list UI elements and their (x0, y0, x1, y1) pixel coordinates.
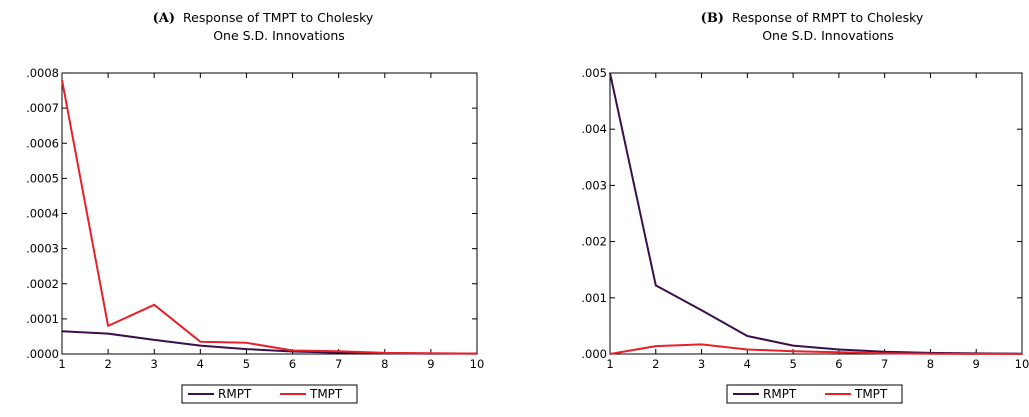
plot-frame (61, 72, 478, 355)
x-tick-label: 4 (197, 357, 204, 371)
x-tick-label: 1 (58, 357, 65, 371)
panel-label: (B) (701, 11, 724, 26)
y-tick-label: .003 (581, 178, 607, 192)
data-point-tmpt (291, 349, 294, 352)
x-tick-label: 6 (835, 357, 842, 371)
legend: RMPT TMPT (726, 384, 903, 404)
data-point-tmpt (476, 352, 478, 355)
data-point-tmpt (929, 352, 932, 355)
chart-title: (B) Response of RMPT to Cholesky (701, 10, 924, 26)
plot-frame (609, 72, 1023, 355)
data-point-tmpt (746, 348, 749, 351)
data-point-tmpt (975, 353, 978, 355)
y-tick-label: .001 (581, 291, 607, 305)
data-point-rmpt (792, 344, 794, 347)
y-tick-label: .0006 (26, 136, 59, 150)
chart-panel-1: (A) Response of TMPT to Cholesky One S.D. … (26, 10, 485, 404)
data-point-tmpt (654, 345, 657, 347)
data-point-rmpt (107, 332, 109, 335)
x-tick-label: 5 (243, 357, 250, 371)
data-point-tmpt (337, 350, 340, 352)
legend-box (181, 384, 358, 404)
title-line-2: One S.D. Innovations (762, 28, 894, 43)
legend-label-rmpt: RMPT (763, 387, 797, 401)
data-point-rmpt (199, 344, 202, 347)
x-tick-label: 1 (606, 357, 613, 371)
data-point-tmpt (245, 341, 248, 344)
y-tick-label: .0008 (26, 66, 59, 80)
x-tick-label: 10 (1015, 357, 1029, 371)
x-tick-label: 4 (744, 357, 751, 371)
data-point-tmpt (153, 304, 156, 306)
x-tick-label: 10 (470, 357, 485, 371)
x-tick-label: 7 (335, 357, 342, 371)
data-point-tmpt (792, 350, 794, 352)
x-tick-label: 2 (104, 357, 111, 371)
x-tick-label: 7 (881, 357, 888, 371)
data-point-tmpt (383, 352, 386, 354)
data-point-tmpt (883, 352, 886, 355)
data-point-tmpt (61, 79, 63, 81)
x-tick-label: 9 (973, 357, 980, 371)
legend-label-rmpt: RMPT (218, 387, 252, 401)
y-tick-label: .000 (581, 347, 607, 361)
x-tick-label: 5 (789, 357, 796, 371)
x-tick-label: 3 (698, 357, 705, 371)
data-point-rmpt (700, 309, 703, 311)
title-line-1: Response of RMPT to Cholesky (732, 10, 924, 25)
title-line-2: One S.D. Innovations (213, 28, 345, 43)
y-tick-label: .0003 (26, 242, 59, 256)
x-tick-label: 8 (381, 357, 388, 371)
x-tick-label: 2 (652, 357, 659, 371)
panel-label: (A) (153, 11, 175, 26)
data-point-tmpt (838, 351, 840, 354)
y-tick-label: .002 (581, 235, 607, 249)
chart-panel-2: (B) Response of RMPT to Cholesky One S.D. … (581, 10, 1029, 404)
data-point-rmpt (883, 350, 886, 353)
x-tick-label: 9 (427, 357, 434, 371)
legend: RMPT TMPT (181, 384, 358, 404)
y-tick-label: .0000 (26, 347, 59, 361)
data-point-rmpt (61, 330, 63, 332)
data-point-rmpt (609, 72, 611, 74)
y-tick-label: .0001 (26, 312, 59, 326)
data-point-rmpt (838, 348, 840, 351)
x-tick-label: 3 (151, 357, 158, 371)
data-point-rmpt (245, 348, 248, 350)
data-point-rmpt (654, 284, 657, 287)
data-point-tmpt (107, 325, 109, 327)
data-point-rmpt (153, 339, 156, 341)
data-point-tmpt (1021, 353, 1023, 355)
y-tick-label: .0007 (26, 101, 59, 115)
x-tick-label: 8 (927, 357, 934, 371)
y-tick-label: .0004 (26, 207, 59, 221)
chart-title: (A) Response of TMPT to Cholesky (153, 10, 374, 26)
series-line-tmpt (609, 343, 1022, 355)
title-line-1: Response of TMPT to Cholesky (183, 10, 374, 25)
legend-box (726, 384, 903, 404)
data-point-rmpt (746, 335, 749, 337)
y-tick-label: .0002 (26, 277, 59, 291)
data-point-tmpt (609, 353, 611, 355)
series-line-tmpt (61, 79, 478, 355)
legend-label-tmpt: TMPT (309, 387, 343, 401)
y-tick-label: .0005 (26, 171, 59, 185)
data-point-tmpt (700, 343, 703, 346)
data-point-tmpt (199, 340, 202, 343)
data-point-tmpt (430, 352, 432, 355)
legend-label-tmpt: TMPT (854, 387, 888, 401)
y-tick-label: .004 (581, 122, 607, 136)
x-tick-label: 6 (289, 357, 296, 371)
y-tick-label: .005 (581, 66, 607, 80)
